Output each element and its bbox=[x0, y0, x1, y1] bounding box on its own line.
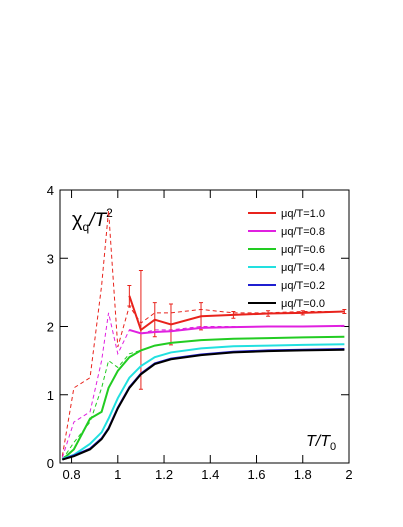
error-bar bbox=[168, 303, 173, 346]
y-label-sup: 2 bbox=[106, 206, 113, 220]
legend-label: μq/T=1.0 bbox=[281, 208, 325, 220]
legend-label: μq/T=0.6 bbox=[281, 244, 325, 256]
x-tick-label: 0.8 bbox=[63, 467, 81, 482]
y-tick-label: 1 bbox=[47, 388, 54, 403]
x-label: T/T0 bbox=[306, 433, 336, 453]
error-bar bbox=[300, 310, 305, 316]
y-label-main: χ bbox=[72, 209, 83, 231]
dashed-line bbox=[61, 312, 345, 458]
error-bar bbox=[231, 310, 236, 319]
x-label-main: T/T bbox=[306, 433, 331, 450]
y-label-rest: /T bbox=[87, 210, 107, 231]
y-tick-label: 2 bbox=[47, 320, 54, 335]
x-label-sub: 0 bbox=[330, 441, 336, 453]
x-tick-label: 2 bbox=[345, 467, 352, 482]
y-label: χq/T2 bbox=[72, 206, 113, 234]
x-tick-label: 1.6 bbox=[247, 467, 265, 482]
y-tick-label: 4 bbox=[47, 183, 54, 198]
series-line bbox=[61, 335, 345, 461]
y-tick-label: 0 bbox=[47, 456, 54, 471]
error-bar bbox=[199, 302, 204, 331]
series-line bbox=[62, 348, 345, 461]
error-bar bbox=[342, 308, 347, 315]
series-line bbox=[129, 324, 345, 335]
legend-label: μq/T=0.0 bbox=[281, 298, 325, 310]
error-bar bbox=[266, 310, 271, 317]
series-line bbox=[61, 343, 345, 460]
error-bar bbox=[138, 270, 143, 390]
legend-label: μq/T=0.2 bbox=[281, 280, 325, 292]
y-tick-label: 3 bbox=[47, 251, 54, 266]
x-tick-label: 1.2 bbox=[155, 467, 173, 482]
x-tick-label: 1 bbox=[114, 467, 121, 482]
legend-label: μq/T=0.8 bbox=[281, 226, 325, 238]
x-tick-label: 1.8 bbox=[294, 467, 312, 482]
legend-label: μq/T=0.4 bbox=[281, 262, 325, 274]
x-tick-label: 1.4 bbox=[201, 467, 219, 482]
error-bar bbox=[127, 285, 132, 307]
y-label-sub: q bbox=[83, 220, 90, 234]
